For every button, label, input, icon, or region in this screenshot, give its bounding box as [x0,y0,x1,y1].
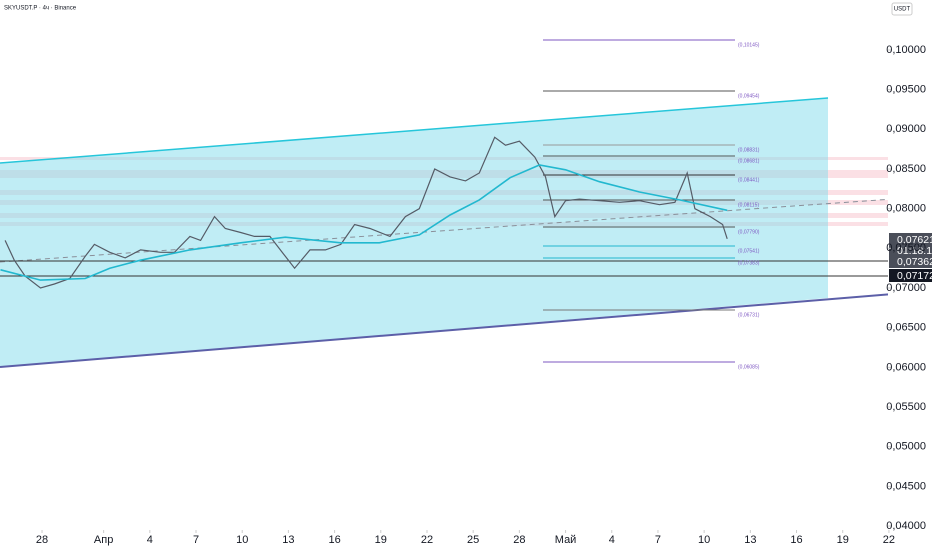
plot [0,136,728,289]
level-label: (0,08115) [738,202,759,208]
channel-bottom [0,293,894,368]
x-tick-label: 22 [883,534,895,546]
price-tag: 0,07172 [897,270,932,282]
level-label: (0,07383) [738,260,760,266]
x-tick-label: Апр [94,534,113,546]
x-tick-label: Май [555,534,577,546]
x-tick-label: 19 [837,534,849,546]
price-line [4,136,728,289]
price-tag: 0,07362 [897,256,932,268]
level-label: (0,09454) [738,93,760,99]
x-tick-label: 10 [236,534,248,546]
symbol-title: SKYUSDT.P · 4ч · Binance [4,6,77,12]
currency[interactable]: USDT [894,7,911,13]
y-tick-label: 0,04500 [886,480,926,492]
level-label: (0,07790) [738,229,760,235]
y-tick-label: 0,07500 [886,242,926,254]
price-tags: 0,07621 01:18:13 0,07362 0,07172 [889,233,932,282]
y-tick-label: 0,04000 [886,520,926,532]
y-tick-label: 0,07000 [886,282,926,294]
x-tick-label: 25 [467,534,479,546]
x-tick-label: 4 [147,534,153,546]
y-tick-label: 0,09000 [886,123,926,135]
y-tick-label: 0,05500 [886,401,926,413]
level-label: (0,06085) [738,364,760,370]
level-label: (0,08831) [738,147,760,153]
x-tick-label: 4 [609,534,615,546]
level-label: (0,07541) [738,248,760,254]
y-tick-label: 0,09500 [886,84,926,96]
countdown: 01:18:13 [897,245,932,257]
x-tick-label: 28 [513,534,525,546]
y-tick-label: 0,06000 [886,361,926,373]
x-tick-label: 7 [655,534,661,546]
x-tick-label: 10 [698,534,710,546]
y-tick-label: 0,08500 [886,163,926,175]
currency-box[interactable] [891,2,913,16]
level-label: (0,08441) [738,177,760,183]
channel-top [0,97,829,164]
level-label: (0,08681) [738,158,760,164]
last-price: 0,07621 [897,234,932,246]
x-tick-label: 22 [421,534,433,546]
x-tick-label: 13 [744,534,756,546]
y-tick-label: 0,08000 [886,203,926,215]
y-tick-label: 0,10000 [886,44,926,56]
x-tick-label: 16 [790,534,802,546]
level-label: (0,10145) [738,42,760,48]
time-axis [0,530,888,550]
y-tick-label: 0,06500 [886,322,926,334]
x-tick-label: 19 [375,534,387,546]
price-line [0,164,728,281]
x-tick-label: 7 [193,534,199,546]
x-tick-label: 16 [328,534,340,546]
level-lines: (0,10145) (0,09454) (0,08831) (0,08681) (0,0… [543,39,760,370]
x-tick-label: 13 [282,534,294,546]
level-label: (0,06731) [738,312,760,318]
x-tick-label: 28 [36,534,48,546]
y-tick-label: 0,05000 [886,441,926,453]
